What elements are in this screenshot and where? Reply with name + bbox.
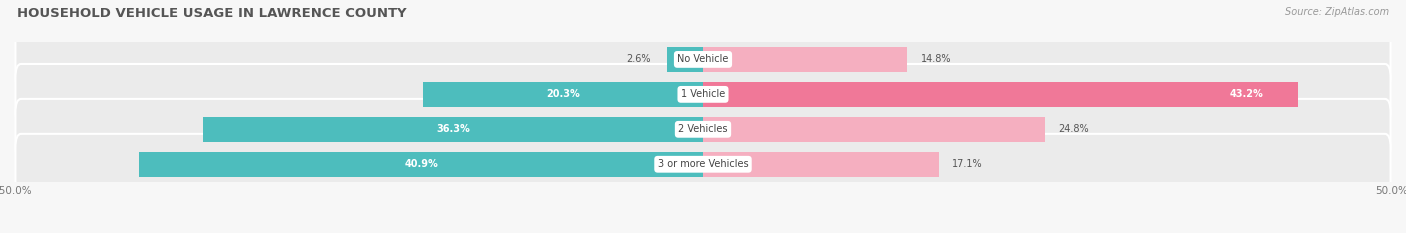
FancyBboxPatch shape bbox=[15, 29, 1391, 90]
Bar bbox=[703, 152, 939, 177]
Bar bbox=[139, 152, 703, 177]
Bar bbox=[423, 82, 703, 107]
Bar bbox=[202, 117, 703, 142]
Text: 14.8%: 14.8% bbox=[921, 55, 952, 64]
Text: Source: ZipAtlas.com: Source: ZipAtlas.com bbox=[1285, 7, 1389, 17]
Text: 36.3%: 36.3% bbox=[436, 124, 470, 134]
Bar bbox=[703, 117, 1045, 142]
Bar bbox=[703, 82, 1298, 107]
Text: 17.1%: 17.1% bbox=[952, 159, 983, 169]
Text: HOUSEHOLD VEHICLE USAGE IN LAWRENCE COUNTY: HOUSEHOLD VEHICLE USAGE IN LAWRENCE COUN… bbox=[17, 7, 406, 20]
Text: 40.9%: 40.9% bbox=[405, 159, 439, 169]
Text: 3 or more Vehicles: 3 or more Vehicles bbox=[658, 159, 748, 169]
Text: No Vehicle: No Vehicle bbox=[678, 55, 728, 64]
Text: 1 Vehicle: 1 Vehicle bbox=[681, 89, 725, 99]
Text: 2.6%: 2.6% bbox=[626, 55, 651, 64]
Text: 24.8%: 24.8% bbox=[1059, 124, 1090, 134]
FancyBboxPatch shape bbox=[15, 134, 1391, 195]
Bar bbox=[703, 47, 907, 72]
FancyBboxPatch shape bbox=[15, 64, 1391, 125]
FancyBboxPatch shape bbox=[15, 99, 1391, 160]
Text: 20.3%: 20.3% bbox=[547, 89, 581, 99]
Text: 43.2%: 43.2% bbox=[1230, 89, 1264, 99]
Text: 2 Vehicles: 2 Vehicles bbox=[678, 124, 728, 134]
Bar bbox=[668, 47, 703, 72]
